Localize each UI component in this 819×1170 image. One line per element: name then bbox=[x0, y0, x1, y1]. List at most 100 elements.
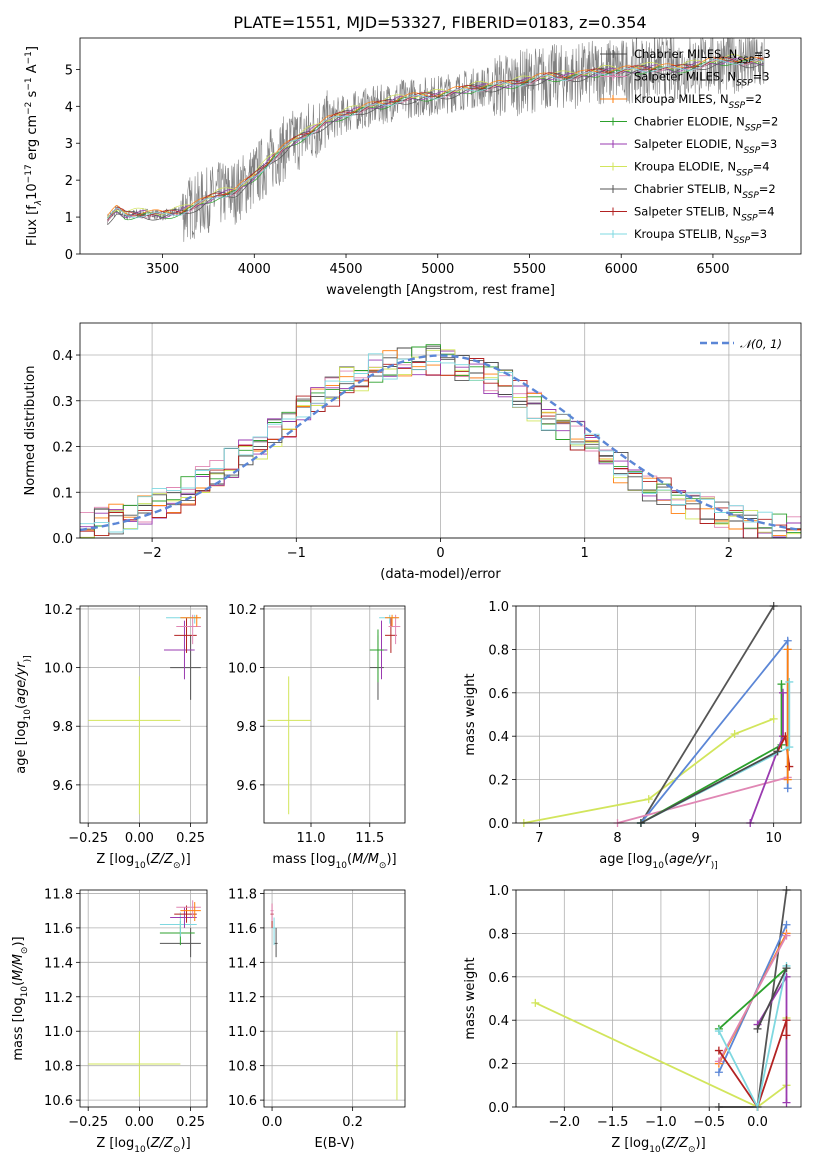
weight-point-marker bbox=[773, 747, 782, 756]
x-axis-label: mass [log10(M/M⊙)] bbox=[272, 852, 396, 871]
axes-frame bbox=[79, 322, 802, 539]
weight-point-marker bbox=[777, 680, 786, 689]
weight-vs-age-panel: 7 8 9 10 0.0 0.2 0.4 0.6 0.8 1.0 age [log10(age/yr… bbox=[463, 600, 802, 871]
y-tick-label: 9.6 bbox=[52, 779, 73, 794]
x-tick-label: 4000 bbox=[238, 262, 271, 277]
x-tick-label: −0.25 bbox=[68, 831, 108, 846]
y-tick-label: 3 bbox=[65, 137, 73, 152]
weight-series-line bbox=[617, 776, 788, 824]
y-tick-label: 0 bbox=[65, 248, 73, 263]
y-tick-label: 0.8 bbox=[488, 927, 509, 942]
y-axis-label: age [log10(age/yr)] bbox=[14, 655, 33, 773]
y-tick-label: 10.2 bbox=[44, 603, 73, 618]
legend-entry: Chabrier STELIB, NSSP=2 bbox=[634, 182, 776, 201]
weight-point-marker bbox=[782, 1098, 791, 1107]
x-tick-label: 8 bbox=[613, 831, 621, 846]
y-tick-label: 0.4 bbox=[52, 349, 73, 364]
axes-frame bbox=[79, 889, 208, 1108]
model-spectrum-line bbox=[107, 57, 764, 219]
axes-frame bbox=[79, 37, 802, 255]
model-spectrum-line bbox=[107, 60, 764, 226]
x-tick-label: 0.25 bbox=[176, 831, 205, 846]
x-tick-label: 2 bbox=[725, 546, 733, 561]
y-tick-label: 10.8 bbox=[228, 1060, 257, 1075]
x-tick-label: −0.5 bbox=[693, 1115, 725, 1130]
y-tick-label: 9.8 bbox=[236, 720, 257, 735]
axes-frame bbox=[263, 605, 406, 824]
weight-series-line bbox=[640, 638, 789, 824]
weight-point-marker bbox=[785, 762, 794, 771]
x-tick-label: −1.0 bbox=[645, 1115, 677, 1130]
y-tick-label: 0.8 bbox=[488, 643, 509, 658]
weight-point-marker bbox=[782, 1016, 791, 1025]
x-tick-label: 6500 bbox=[696, 262, 729, 277]
model-spectrum-line bbox=[107, 59, 764, 220]
weight-vs-Z-panel: −2.0 −1.5 −1.0 −0.5 0.0 0.0 0.2 0.4 0.6 0.8 1.0 Z [… bbox=[463, 884, 802, 1155]
weight-point-marker bbox=[730, 730, 739, 739]
y-tick-label: 11.0 bbox=[228, 1025, 257, 1040]
figure-title: PLATE=1551, MJD=53327, FIBERID=0183, z=0… bbox=[233, 13, 646, 32]
y-tick-label: 0.0 bbox=[488, 1101, 509, 1116]
x-axis-label: Z [log10(Z/Z⊙)] bbox=[611, 1136, 705, 1155]
y-tick-label: 11.6 bbox=[44, 922, 73, 937]
weight-point-marker bbox=[714, 1046, 723, 1055]
weight-series-line bbox=[523, 717, 775, 824]
weight-series-line bbox=[640, 684, 783, 824]
y-axis-label: Flux [fλ10−17 erg cm−2 s−1 A−1] bbox=[24, 46, 44, 246]
x-tick-label: 0.0 bbox=[747, 1115, 768, 1130]
x-tick-label: 11.5 bbox=[355, 831, 384, 846]
y-tick-label: 10.6 bbox=[228, 1094, 257, 1109]
y-tick-label: 0.6 bbox=[488, 971, 509, 986]
y-axis-label: mass weight bbox=[463, 957, 478, 1039]
weight-point-marker bbox=[782, 964, 791, 973]
x-tick-label: 11.0 bbox=[297, 831, 326, 846]
y-axis-label: mass weight bbox=[463, 673, 478, 755]
y-tick-label: 10.0 bbox=[44, 662, 73, 677]
y-tick-label: 11.4 bbox=[228, 956, 257, 971]
y-tick-label: 0.6 bbox=[488, 687, 509, 702]
legend-entry: Chabrier ELODIE, NSSP=2 bbox=[634, 115, 778, 134]
x-axis-label: wavelength [Angstrom, rest frame] bbox=[326, 283, 555, 298]
x-tick-label: 0.0 bbox=[262, 1115, 283, 1130]
y-tick-label: 0.0 bbox=[488, 817, 509, 832]
weight-point-marker bbox=[785, 677, 794, 686]
legend-entry: Salpeter ELODIE, NSSP=3 bbox=[634, 137, 777, 156]
y-tick-label: 9.8 bbox=[52, 720, 73, 735]
weight-point-marker bbox=[714, 1057, 723, 1066]
y-tick-label: 0.2 bbox=[488, 774, 509, 789]
axes-frame bbox=[263, 889, 406, 1108]
y-axis-label: mass [log10(M/M⊙)] bbox=[11, 936, 30, 1060]
x-tick-label: 0.2 bbox=[342, 1115, 363, 1130]
x-tick-label: −0.25 bbox=[68, 1115, 108, 1130]
legend-entry: Kroupa MILES, NSSP=2 bbox=[634, 92, 762, 111]
y-tick-label: 11.8 bbox=[44, 887, 73, 902]
y-tick-label: 1 bbox=[65, 211, 73, 226]
mass-vs-ebv-panel: 0.0 0.2 10.6 10.8 11.0 11.2 11.4 11.6 11.8 E(B-V) bbox=[228, 887, 406, 1151]
model-spectrum-line bbox=[107, 54, 764, 218]
y-tick-label: 10.0 bbox=[228, 662, 257, 677]
weight-point-marker bbox=[644, 795, 653, 804]
x-tick-label: 3500 bbox=[146, 262, 179, 277]
y-axis-label: Normed distribution bbox=[23, 366, 38, 496]
legend-entry: Salpeter MILES, NSSP=3 bbox=[634, 70, 770, 89]
x-tick-label: 7 bbox=[535, 831, 543, 846]
y-tick-label: 0.4 bbox=[488, 1014, 509, 1029]
y-tick-label: 11.4 bbox=[44, 956, 73, 971]
weight-point-marker bbox=[714, 1068, 723, 1077]
x-tick-label: −1 bbox=[287, 546, 306, 561]
x-axis-label: age [log10(age/yr)] bbox=[599, 852, 717, 871]
weight-point-marker bbox=[783, 775, 792, 784]
age-vs-mass-panel: 11.0 11.5 9.6 9.8 10.0 10.2 mass [log10(M/M⊙)] bbox=[228, 603, 406, 871]
x-tick-label: 5000 bbox=[421, 262, 454, 277]
legend-entry: Chabrier MILES, NSSP=3 bbox=[634, 47, 771, 66]
weight-point-marker bbox=[753, 1024, 762, 1033]
axes-frame bbox=[79, 605, 208, 824]
x-axis-label: E(B-V) bbox=[314, 1136, 354, 1151]
x-tick-label: 5500 bbox=[513, 262, 546, 277]
weight-series-line bbox=[718, 967, 788, 1030]
x-tick-label: 6000 bbox=[605, 262, 638, 277]
model-spectrum-line bbox=[107, 56, 764, 221]
weight-point-marker bbox=[779, 688, 788, 697]
weight-point-marker bbox=[531, 998, 540, 1007]
legend-entry: Salpeter STELIB, NSSP=4 bbox=[634, 205, 775, 224]
